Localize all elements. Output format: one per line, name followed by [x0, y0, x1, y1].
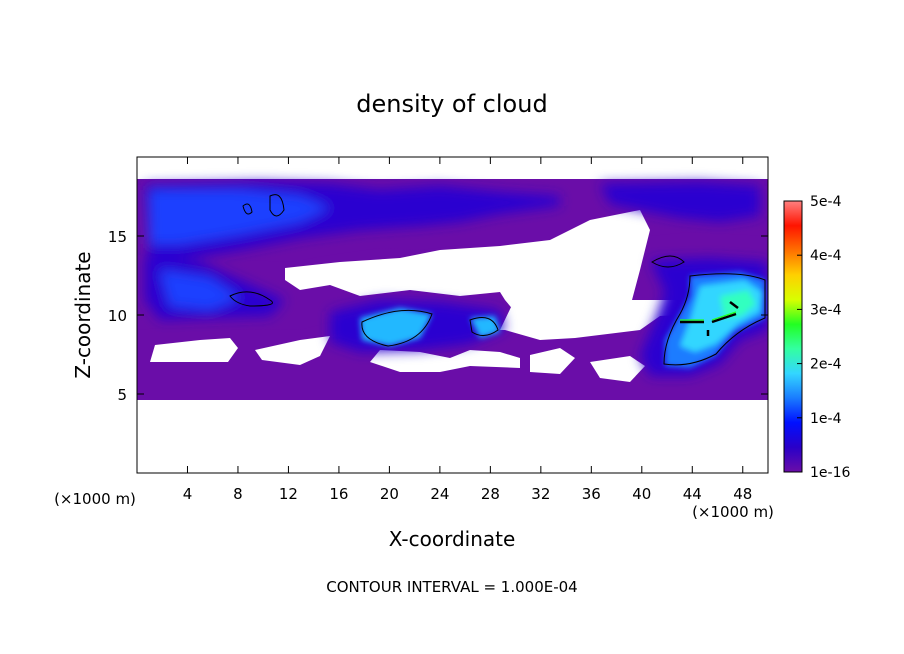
x-tick-label: 16 [329, 485, 348, 503]
x-tick-label: 36 [582, 485, 601, 503]
colorbar-tick-label: 1e-4 [810, 411, 842, 427]
x-axis-units-right: (×1000 m) [692, 503, 774, 521]
x-axis-label: X-coordinate [389, 527, 516, 551]
colorbar-tick-label: 3e-4 [810, 302, 842, 318]
y-tick-label: 5 [117, 386, 127, 404]
colorbar-tick-label: 1e-16 [810, 465, 850, 481]
y-tick-label: 10 [108, 307, 127, 325]
colorbar-ticks: 1e-16 1e-4 2e-4 3e-4 4e-4 5e-4 [797, 194, 850, 481]
y-tick-label: 15 [108, 228, 127, 246]
contour-interval-note: CONTOUR INTERVAL = 1.000E-04 [326, 578, 577, 596]
y-axis-ticks: 5 10 15 [108, 228, 768, 404]
x-tick-label: 28 [481, 485, 500, 503]
cloud-field-cyan [360, 272, 765, 368]
x-tick-label: 40 [632, 485, 651, 503]
plot-area [137, 157, 768, 473]
contour-highlight [680, 311, 737, 321]
chart-title: density of cloud [356, 90, 547, 118]
x-tick-label: 24 [430, 485, 449, 503]
x-tick-label: 48 [733, 485, 752, 503]
y-axis-label: Z-coordinate [71, 251, 95, 378]
x-tick-label: 4 [183, 485, 193, 503]
contour-lines-strong [680, 301, 739, 336]
x-tick-label: 8 [233, 485, 243, 503]
colorbar-tick-label: 4e-4 [810, 248, 842, 264]
x-axis-units-left: (×1000 m) [54, 490, 136, 508]
clear-air-regions [137, 157, 768, 473]
contour-lines [229, 194, 766, 366]
colorbar-tick-label: 5e-4 [810, 194, 842, 210]
x-axis-ticks: 4 8 12 16 20 24 28 32 36 40 44 48 [183, 157, 752, 503]
x-tick-label: 12 [279, 485, 298, 503]
colorbar: 1e-16 1e-4 2e-4 3e-4 4e-4 5e-4 [783, 194, 850, 481]
colorbar-tick-label: 2e-4 [810, 357, 842, 373]
colorbar-fill [783, 200, 803, 473]
x-tick-label: 20 [380, 485, 399, 503]
x-tick-label: 32 [531, 485, 550, 503]
x-tick-label: 44 [683, 485, 702, 503]
